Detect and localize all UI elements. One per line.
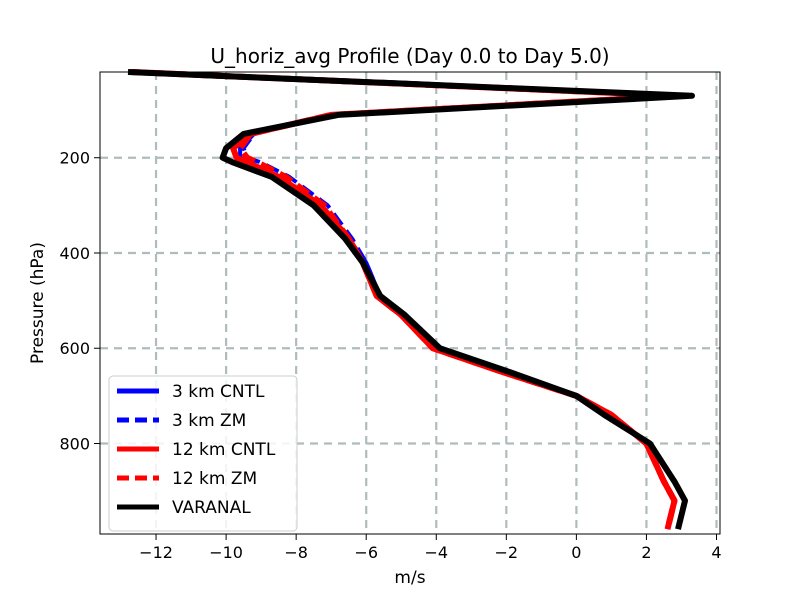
legend-box <box>108 375 298 532</box>
x-tick-label: −6 <box>354 543 378 562</box>
plot-frame <box>99 71 721 535</box>
grid <box>100 72 720 534</box>
series-line-12-km-zm <box>131 69 685 530</box>
x-tick-label: −8 <box>284 543 308 562</box>
legend-label: 12 km CNTL <box>172 440 276 460</box>
x-tick-label: −2 <box>495 543 519 562</box>
legend-label: VARANAL <box>172 498 251 518</box>
x-tick-label: 4 <box>711 543 721 562</box>
y-tick-label: 400 <box>59 244 90 263</box>
x-tick-label: 0 <box>571 543 581 562</box>
legend-label: 3 km ZM <box>172 411 246 431</box>
ticks: −12 −10 −8 −6 −4 −2 0 2 4 200 400 600 800 <box>59 149 721 562</box>
series-line-varanal <box>127 69 695 530</box>
legend: 3 km CNTL 3 km ZM 12 km CNTL 12 km ZM VARANA… <box>108 375 298 532</box>
y-axis-label: Pressure (hPa) <box>28 242 48 364</box>
x-tick-label: 2 <box>641 543 651 562</box>
legend-label: 12 km ZM <box>172 469 257 489</box>
x-tick-label: −4 <box>424 543 448 562</box>
y-tick-label: 800 <box>59 435 90 454</box>
chart-title: U_horiz_avg Profile (Day 0.0 to Day 5.0) <box>210 44 609 68</box>
x-tick-label: −12 <box>139 543 173 562</box>
y-tick-label: 200 <box>59 149 90 168</box>
legend-label: 3 km CNTL <box>172 382 265 402</box>
x-tick-label: −10 <box>209 543 243 562</box>
series-layer <box>127 69 695 530</box>
y-tick-label: 600 <box>59 339 90 358</box>
x-axis-label: m/s <box>394 568 425 588</box>
